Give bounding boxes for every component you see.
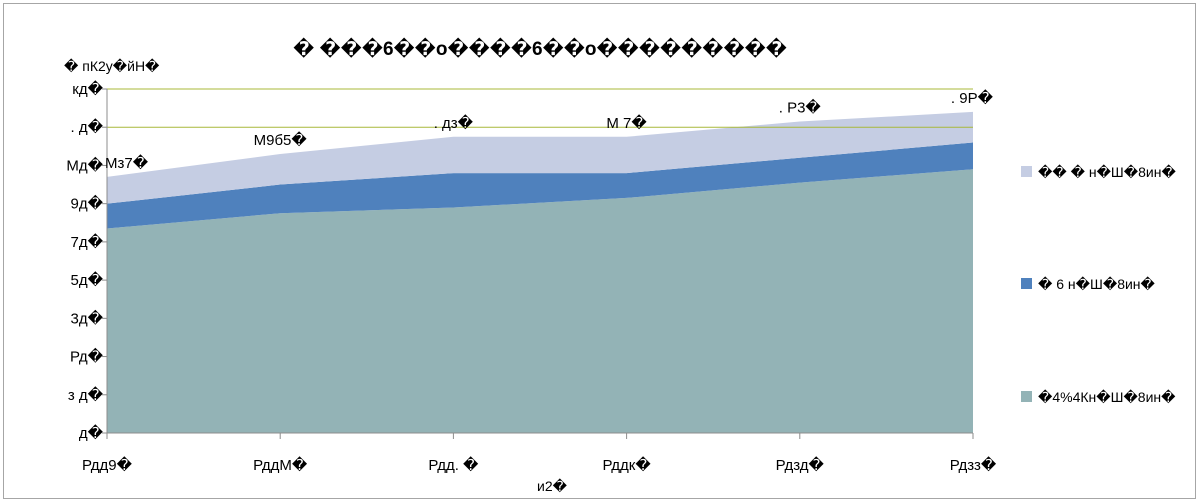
axes: д� з д� Рд� 3д� 5д� 7д� 9д� Мд� . д� кд� Рдд9� РддМ… [66,80,997,474]
legend-swatch[interactable] [1021,166,1032,177]
legend-item-label[interactable]: �� � н�Ш�8ин� [1038,164,1176,180]
x-axis-title: и2� [537,478,568,494]
y-tick-label: Рд� [70,348,104,366]
total-data-label: Мз7� [105,154,149,172]
y-tick-label: 5д� [71,271,104,289]
plot-area [107,111,973,433]
x-tick-label: Рдд. � [428,456,479,474]
data-labels: Мз7� М9б5� . дз� М 7� . Р3� . 9Р� [105,89,994,172]
legend-swatch[interactable] [1021,278,1032,289]
total-data-label: М9б5� [254,131,308,149]
y-tick-label: . д� [71,118,104,136]
total-data-label: . 9Р� [951,89,994,107]
y-tick-label: 7д� [71,233,104,251]
y-axis-title: � пК2у�йН� [64,58,160,74]
y-tick-label: 3д� [71,309,104,327]
legend-item-label[interactable]: � 6 н�Ш�8ин� [1038,276,1156,292]
legend-swatch[interactable] [1021,391,1032,402]
y-tick-label: 9д� [71,195,104,213]
total-data-label: . дз� [434,114,474,132]
y-tick-label: д� [79,424,104,442]
y-tick-label: кд� [72,80,103,98]
chart-title: � ���6��o����6��o��������� [293,37,787,60]
total-data-label: . Р3� [779,98,822,116]
area-series-3 [107,111,973,204]
area-series-2 [107,142,973,229]
legend-item-label[interactable]: �4%4Кн�Ш�8ин� [1038,389,1176,405]
x-tick-label: Рдзд� [776,456,825,474]
y-tick-label: з д� [68,386,104,404]
legend[interactable]: �� � н�Ш�8ин� � 6 н�Ш�8ин� �4%4Кн�Ш�8ин� [1021,164,1176,405]
total-data-label: М 7� [606,114,647,132]
area-series-1 [107,169,973,433]
x-tick-label: Рддк� [602,456,651,474]
x-tick-label: Рдд9� [82,456,133,474]
x-tick-label: Рдзз� [950,456,997,474]
y-tick-label: Мд� [66,156,103,174]
x-tick-label: РддМ� [253,456,308,474]
